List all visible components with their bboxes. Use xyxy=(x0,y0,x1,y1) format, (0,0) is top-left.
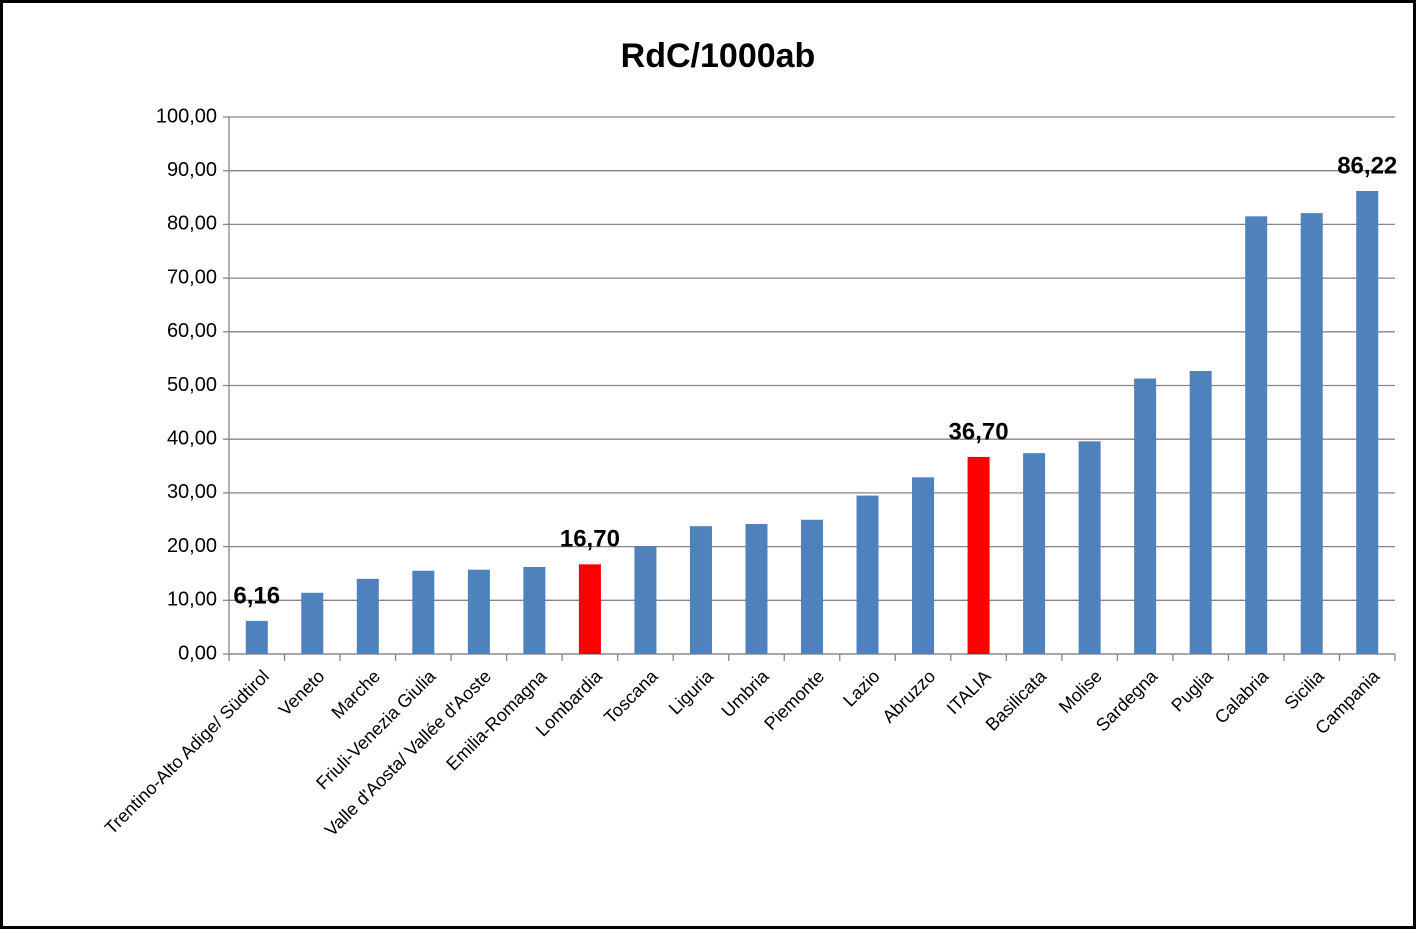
bar xyxy=(523,567,546,654)
bar xyxy=(967,456,990,654)
bar xyxy=(1023,453,1046,654)
bar xyxy=(1078,441,1101,654)
y-tick-label: 80,00 xyxy=(167,213,217,235)
data-label: 36,70 xyxy=(949,418,1009,445)
bar xyxy=(1245,216,1268,654)
bar xyxy=(1300,213,1323,655)
y-tick-label: 10,00 xyxy=(167,589,217,611)
bar xyxy=(245,620,268,654)
bar xyxy=(356,578,379,654)
y-tick-label: 60,00 xyxy=(167,320,217,342)
data-label: 16,70 xyxy=(560,526,620,553)
chart-title: RdC/1000ab xyxy=(621,37,816,75)
bar xyxy=(301,592,324,654)
y-tick-label: 20,00 xyxy=(167,535,217,557)
bar xyxy=(689,526,712,654)
data-label: 6,16 xyxy=(233,582,280,609)
y-tick-label: 40,00 xyxy=(167,427,217,449)
y-tick-label: 30,00 xyxy=(167,481,217,503)
bar xyxy=(856,495,879,654)
bar xyxy=(1356,190,1379,654)
bar xyxy=(1134,378,1157,654)
bar xyxy=(912,477,935,654)
y-tick-label: 50,00 xyxy=(167,374,217,396)
y-tick-label: 0,00 xyxy=(178,642,217,664)
bar xyxy=(1189,371,1212,654)
y-tick-label: 100,00 xyxy=(156,105,217,127)
bar xyxy=(467,569,490,654)
y-tick-label: 70,00 xyxy=(167,266,217,288)
y-tick-label: 90,00 xyxy=(167,159,217,181)
bar xyxy=(578,564,601,654)
bar xyxy=(634,546,657,654)
bar xyxy=(801,519,823,654)
bar xyxy=(745,524,768,654)
data-label: 86,22 xyxy=(1337,152,1397,179)
bar xyxy=(412,570,435,654)
